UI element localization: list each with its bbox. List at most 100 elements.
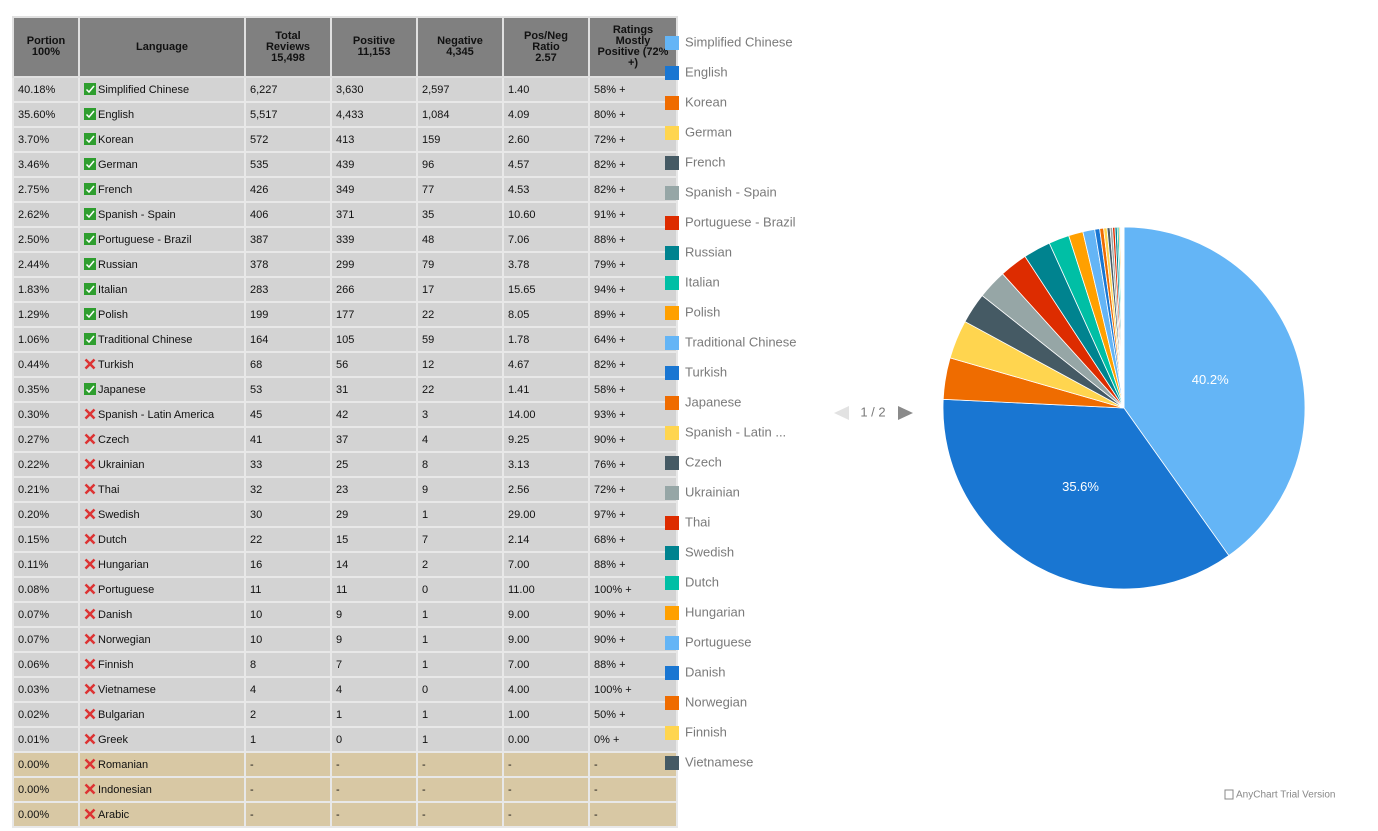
legend-swatch bbox=[665, 156, 679, 170]
legend-swatch bbox=[665, 126, 679, 140]
table-row: 2.75% French 426 349 77 4.53 82% + bbox=[12, 176, 678, 203]
check-mark bbox=[85, 235, 95, 244]
check-box bbox=[84, 108, 96, 120]
check-box bbox=[84, 383, 96, 395]
language-name: Traditional Chinese bbox=[98, 334, 193, 346]
reviews-table: Portion 100% Language Total Reviews 15,498… bbox=[12, 16, 678, 828]
language-name: Ukrainian bbox=[98, 459, 145, 471]
cross-icon bbox=[84, 733, 96, 745]
table-cell: - bbox=[416, 751, 504, 778]
table-cell: 79 bbox=[416, 251, 504, 278]
cross-mark bbox=[84, 483, 96, 495]
legend-swatch bbox=[665, 516, 679, 530]
table-row: 0.21% Thai 32 23 9 2.56 72% + bbox=[12, 476, 678, 503]
legend-swatch bbox=[665, 636, 679, 650]
legend-prev[interactable] bbox=[834, 406, 849, 420]
table-cell: 0.20% bbox=[12, 501, 80, 528]
table-cell: 9 bbox=[330, 601, 418, 628]
table-cell: 1 bbox=[416, 501, 504, 528]
legend-swatch bbox=[665, 186, 679, 200]
table-cell: 1.41 bbox=[502, 376, 590, 403]
check-box bbox=[84, 308, 96, 320]
language-cell: Norwegian bbox=[78, 626, 246, 653]
cross-mark bbox=[84, 683, 96, 695]
table-cell: 91% + bbox=[588, 201, 678, 228]
table-cell: 94% + bbox=[588, 276, 678, 303]
language-name: Bulgarian bbox=[98, 709, 145, 721]
table-row: 3.70% Korean 572 413 159 2.60 72% + bbox=[12, 126, 678, 153]
legend-label: Traditional Chinese bbox=[685, 334, 797, 349]
table-cell: 0.02% bbox=[12, 701, 80, 728]
table-cell: 2.14 bbox=[502, 526, 590, 553]
table-cell: 68 bbox=[244, 351, 332, 378]
check-icon bbox=[84, 333, 96, 345]
header-cell: Pos/Neg Ratio 2.57 bbox=[502, 16, 590, 78]
legend-swatch bbox=[665, 486, 679, 500]
cross-icon bbox=[84, 483, 96, 495]
table-row: 0.03% Vietnamese 4 4 0 4.00 100% + bbox=[12, 676, 678, 703]
table-cell: 59 bbox=[416, 326, 504, 353]
header-cell: Portion 100% bbox=[12, 16, 80, 78]
language-cell: Vietnamese bbox=[78, 676, 246, 703]
table-cell: 413 bbox=[330, 126, 418, 153]
table-cell: 3,630 bbox=[330, 76, 418, 103]
table-cell: 82% + bbox=[588, 176, 678, 203]
table-cell: 100% + bbox=[588, 576, 678, 603]
language-cell: Indonesian bbox=[78, 776, 246, 803]
table-cell: 89% + bbox=[588, 301, 678, 328]
cross-mark bbox=[84, 658, 96, 670]
table-cell: 0.00% bbox=[12, 801, 80, 828]
table-cell: 1 bbox=[416, 651, 504, 678]
legend-label: Polish bbox=[685, 304, 720, 319]
table-cell: - bbox=[502, 751, 590, 778]
legend-next[interactable] bbox=[898, 406, 913, 420]
table-cell: 64% + bbox=[588, 326, 678, 353]
cross-icon bbox=[84, 558, 96, 570]
table-cell: 80% + bbox=[588, 101, 678, 128]
legend-label: Turkish bbox=[685, 364, 727, 379]
language-cell: Portuguese bbox=[78, 576, 246, 603]
table-cell: - bbox=[330, 776, 418, 803]
table-cell: 9 bbox=[330, 626, 418, 653]
cross-mark bbox=[84, 558, 96, 570]
check-mark bbox=[85, 285, 95, 294]
table-cell: 7 bbox=[330, 651, 418, 678]
language-cell: Swedish bbox=[78, 501, 246, 528]
slice-label: 40.2% bbox=[1192, 372, 1229, 387]
table-row: 0.07% Danish 10 9 1 9.00 90% + bbox=[12, 601, 678, 628]
legend-swatch bbox=[665, 306, 679, 320]
legend-label: Russian bbox=[685, 244, 732, 259]
language-cell: Romanian bbox=[78, 751, 246, 778]
pie-slice bbox=[942, 398, 1230, 590]
credit-icon bbox=[1224, 789, 1234, 800]
language-cell: Japanese bbox=[78, 376, 246, 403]
check-mark bbox=[85, 385, 95, 394]
table-cell: 4.00 bbox=[502, 676, 590, 703]
table-cell: 439 bbox=[330, 151, 418, 178]
cross-mark bbox=[84, 783, 96, 795]
table-cell: 2.60 bbox=[502, 126, 590, 153]
legend-label: Dutch bbox=[685, 574, 719, 589]
table-cell: 0.30% bbox=[12, 401, 80, 428]
language-name: Dutch bbox=[98, 534, 127, 546]
cross-mark bbox=[84, 408, 96, 420]
table-row: 1.29% Polish 199 177 22 8.05 89% + bbox=[12, 301, 678, 328]
table-row: 0.07% Norwegian 10 9 1 9.00 90% + bbox=[12, 626, 678, 653]
language-name: Spanish - Latin America bbox=[98, 409, 215, 421]
table-row: 2.44% Russian 378 299 79 3.78 79% + bbox=[12, 251, 678, 278]
legend-label: Spanish - Spain bbox=[685, 184, 777, 199]
table-cell: 48 bbox=[416, 226, 504, 253]
cross-mark bbox=[84, 733, 96, 745]
table-cell: - bbox=[330, 801, 418, 828]
legend-label: Portuguese bbox=[685, 634, 752, 649]
table-cell: 426 bbox=[244, 176, 332, 203]
language-cell: Czech bbox=[78, 426, 246, 453]
table-cell: 159 bbox=[416, 126, 504, 153]
table-cell: 1 bbox=[416, 726, 504, 753]
table-cell: 10 bbox=[244, 601, 332, 628]
language-cell: Ukrainian bbox=[78, 451, 246, 478]
language-cell: English bbox=[78, 101, 246, 128]
table-cell: 1.29% bbox=[12, 301, 80, 328]
table-cell: 58% + bbox=[588, 76, 678, 103]
